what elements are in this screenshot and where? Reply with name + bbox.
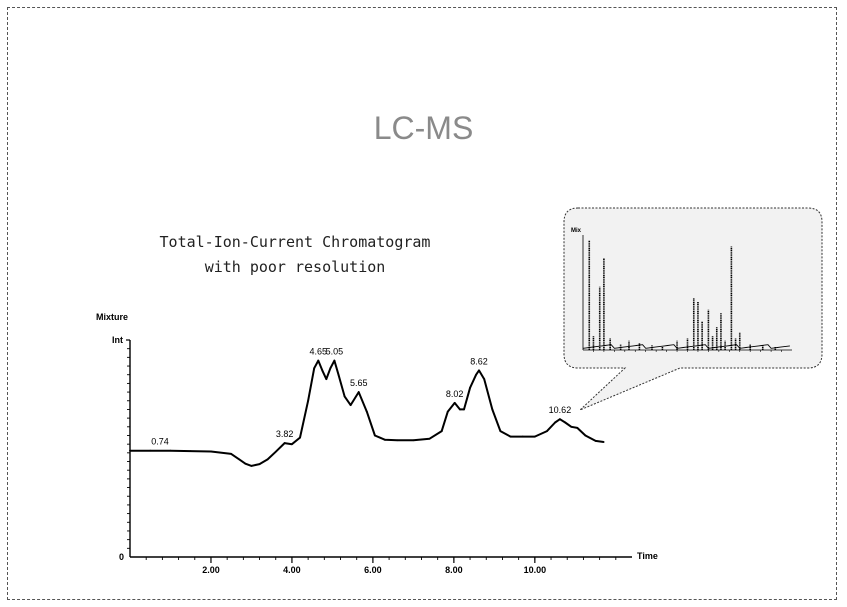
tic-data-point	[329, 367, 332, 370]
tic-data-point	[313, 367, 316, 370]
tic-data-point	[521, 435, 524, 438]
tic-data-point	[129, 449, 131, 452]
tic-data-point	[250, 464, 253, 467]
tic-data-point	[440, 430, 443, 433]
tic-data-point	[307, 399, 310, 402]
main-series-group: 0.74 3.82 4.655.05 5.65 8.02 8.62 10.62	[129, 347, 605, 467]
tic-data-point	[169, 449, 172, 452]
slide-frame	[7, 7, 837, 600]
tic-data-point	[337, 373, 340, 376]
tic-data-point	[491, 408, 494, 411]
tic-data-point	[459, 408, 461, 411]
main-axes: 2.00 4.00 6.00 8.00 10.00 0	[119, 339, 632, 575]
tic-data-point	[564, 421, 567, 424]
x-tick-label: 2.00	[202, 565, 220, 575]
tic-data-point	[446, 410, 449, 413]
tic-data-point	[343, 395, 346, 398]
tic-data-point	[412, 439, 415, 442]
inset-callout-bubble	[563, 207, 823, 411]
tic-data-point	[584, 434, 587, 437]
tic-data-point	[570, 425, 573, 428]
peak-label: 4.65	[309, 347, 327, 357]
peak-label: 10.62	[549, 405, 572, 415]
inset-title: Mix	[571, 228, 582, 234]
tic-data-point	[238, 458, 241, 461]
subtitle-line-2: with poor resolution	[204, 258, 386, 276]
tic-data-point	[554, 421, 556, 424]
tic-data-point	[546, 430, 548, 433]
tic-data-point	[594, 440, 597, 442]
tic-data-point	[453, 402, 456, 404]
tic-series-line	[130, 359, 604, 467]
tic-data-point	[463, 408, 465, 411]
x-tick-label: 8.00	[445, 565, 463, 575]
chart-subtitle: Total-Ion-Current Chromatogram with poor…	[150, 230, 440, 280]
tic-data-point	[291, 443, 293, 446]
x-tick-label: 4.00	[283, 565, 301, 575]
tic-data-point	[266, 458, 269, 461]
tic-data-point	[374, 434, 376, 437]
tic-data-point	[333, 359, 336, 362]
peak-label: 5.65	[350, 378, 368, 388]
x-tick-label: 10.00	[524, 565, 547, 575]
tic-data-point	[325, 378, 328, 380]
tic-data-point	[244, 462, 247, 465]
tic-data-point	[602, 441, 605, 443]
tic-data-point	[149, 449, 152, 452]
tic-data-point	[469, 386, 471, 389]
tic-data-point	[576, 426, 579, 429]
peak-label: 0.74	[151, 437, 169, 447]
y-axis-label: Int	[112, 335, 123, 345]
tic-data-point	[396, 439, 399, 442]
inset-spectrum: Mix	[571, 228, 792, 352]
chart-title: Mixture	[96, 312, 128, 322]
tic-data-point	[533, 435, 536, 438]
tic-data-point	[499, 430, 502, 433]
x-tick-label: 6.00	[364, 565, 382, 575]
x-axis-label: Time	[637, 551, 658, 561]
tic-data-point	[478, 369, 480, 372]
slide-title: LC-MS	[373, 110, 474, 146]
tic-data-point	[483, 378, 486, 380]
peak-label: 5.05	[326, 347, 344, 357]
tic-data-point	[321, 369, 324, 372]
tic-data-point	[559, 418, 561, 421]
tic-data-point	[258, 463, 261, 466]
tic-data-point	[428, 437, 431, 440]
tic-data-point	[317, 359, 320, 362]
peak-label: 3.82	[276, 429, 294, 439]
tic-data-point	[365, 410, 368, 413]
tic-data-point	[509, 435, 512, 438]
peak-label: 8.02	[446, 389, 464, 399]
tic-data-point	[189, 450, 192, 453]
y-tick-label: 0	[119, 552, 124, 562]
peak-label: 8.62	[470, 356, 488, 366]
tic-data-point	[349, 404, 352, 406]
tic-data-point	[357, 391, 360, 393]
inset-baseline-noise	[582, 344, 790, 349]
tic-data-point	[210, 450, 212, 453]
tic-data-point	[384, 438, 386, 441]
tic-data-point	[475, 373, 478, 376]
tic-data-point	[230, 453, 233, 455]
tic-data-point	[274, 450, 277, 453]
tic-data-point	[283, 442, 286, 444]
tic-data-point	[299, 436, 301, 439]
subtitle-line-1: Total-Ion-Current Chromatogram	[159, 233, 431, 251]
